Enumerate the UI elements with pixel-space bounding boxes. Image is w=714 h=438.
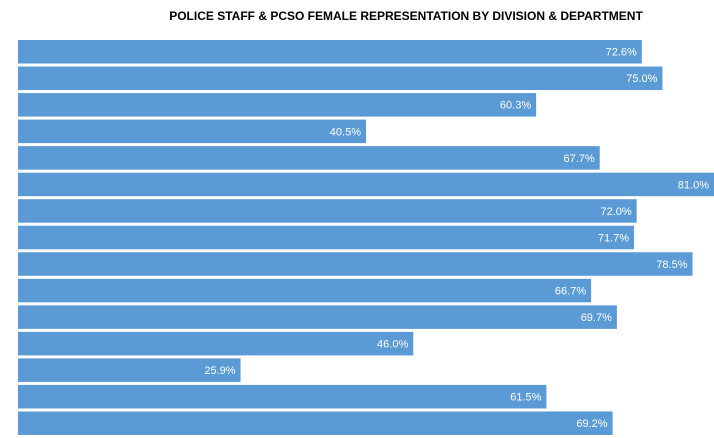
- value-label: 69.2%: [576, 418, 607, 430]
- bar: [18, 411, 613, 435]
- bar: [18, 93, 537, 117]
- chart-title: POLICE STAFF & PCSO FEMALE REPRESENTATIO…: [169, 9, 643, 23]
- value-label: 69.7%: [581, 312, 612, 324]
- bar: [18, 146, 600, 170]
- value-label: 78.5%: [656, 259, 687, 271]
- bar: [18, 252, 693, 276]
- bar: [18, 358, 241, 382]
- value-label: 25.9%: [204, 365, 235, 377]
- value-label: 67.7%: [564, 153, 595, 165]
- value-label: 40.5%: [330, 126, 361, 138]
- value-label: 46.0%: [377, 339, 408, 351]
- value-label: 61.5%: [510, 392, 541, 404]
- bar: [18, 225, 635, 250]
- value-label: 60.3%: [500, 100, 531, 112]
- bar: [18, 305, 617, 329]
- bar: [18, 384, 547, 409]
- bar: [18, 172, 714, 197]
- value-label: 75.0%: [626, 73, 657, 85]
- bar: [18, 199, 637, 223]
- bar: [18, 66, 663, 91]
- value-label: 71.7%: [598, 232, 629, 244]
- value-label: 72.0%: [600, 206, 631, 218]
- bar: [18, 119, 366, 144]
- value-label: 66.7%: [555, 285, 586, 297]
- bar: [18, 40, 642, 64]
- bar: [18, 331, 414, 356]
- value-label: 81.0%: [678, 179, 709, 191]
- value-label: 72.6%: [606, 47, 637, 59]
- bar: [18, 278, 592, 303]
